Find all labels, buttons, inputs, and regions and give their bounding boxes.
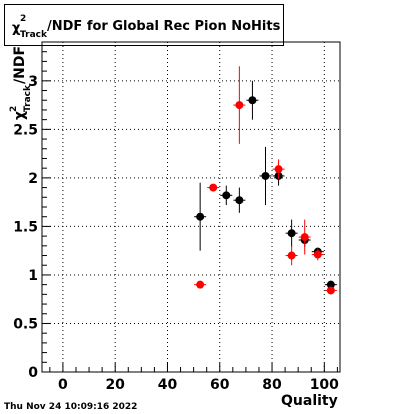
y-tick-label: 0.5 — [13, 316, 38, 332]
x-tick-label: 80 — [262, 377, 282, 393]
data-point — [326, 286, 335, 295]
chart-title: χ 2 Track /NDF for Global Rec Pion NoHit… — [12, 14, 281, 40]
plot-frame — [41, 41, 341, 373]
title-main: /NDF for Global Rec Pion NoHits — [47, 19, 281, 34]
x-axis-title: Quality — [281, 393, 338, 409]
data-point — [222, 191, 231, 200]
y-title-symbol: χ — [12, 111, 28, 120]
y-tick-label: 1 — [28, 268, 38, 284]
data-point — [274, 165, 283, 174]
data-point — [196, 280, 205, 289]
data-point — [196, 212, 205, 221]
title-symbol: χ — [12, 21, 21, 36]
data-point — [235, 101, 244, 110]
y-tick-label: 3 — [28, 74, 38, 90]
data-point — [248, 96, 257, 105]
plot-area: 0 20 40 60 80 100 0 0.5 1 1.5 2 2.5 3 — [13, 41, 341, 393]
data-point — [300, 233, 309, 242]
x-tick-label: 20 — [105, 377, 125, 393]
timestamp: Thu Nov 24 10:09:16 2022 — [4, 402, 137, 412]
y-axis-title: χ 2 Track /NDF — [9, 46, 33, 120]
y-title-main: /NDF — [12, 46, 28, 84]
data-point — [326, 280, 335, 289]
data-point — [209, 183, 218, 192]
series-1 — [194, 66, 337, 295]
y-tick-label: 1.5 — [13, 219, 38, 235]
data-point — [287, 229, 296, 238]
x-tick-label: 40 — [158, 377, 178, 393]
title-subscript: Track — [20, 30, 48, 40]
title-superscript: 2 — [20, 14, 26, 24]
y-title-subscript: Track — [23, 84, 33, 112]
y-tick-label: 2.5 — [13, 122, 38, 138]
data-point — [313, 250, 322, 259]
data-point — [287, 251, 296, 260]
series-0 — [194, 80, 337, 289]
data-point — [235, 196, 244, 205]
y-tick-label: 0 — [28, 365, 38, 381]
y-tick-label: 2 — [28, 171, 38, 187]
data-point — [261, 171, 270, 180]
chart-title-box — [4, 4, 284, 46]
x-tick-label: 0 — [58, 377, 68, 393]
y-title-superscript: 2 — [9, 106, 19, 112]
x-tick-label: 60 — [210, 377, 230, 393]
x-tick-label: 100 — [310, 377, 339, 393]
